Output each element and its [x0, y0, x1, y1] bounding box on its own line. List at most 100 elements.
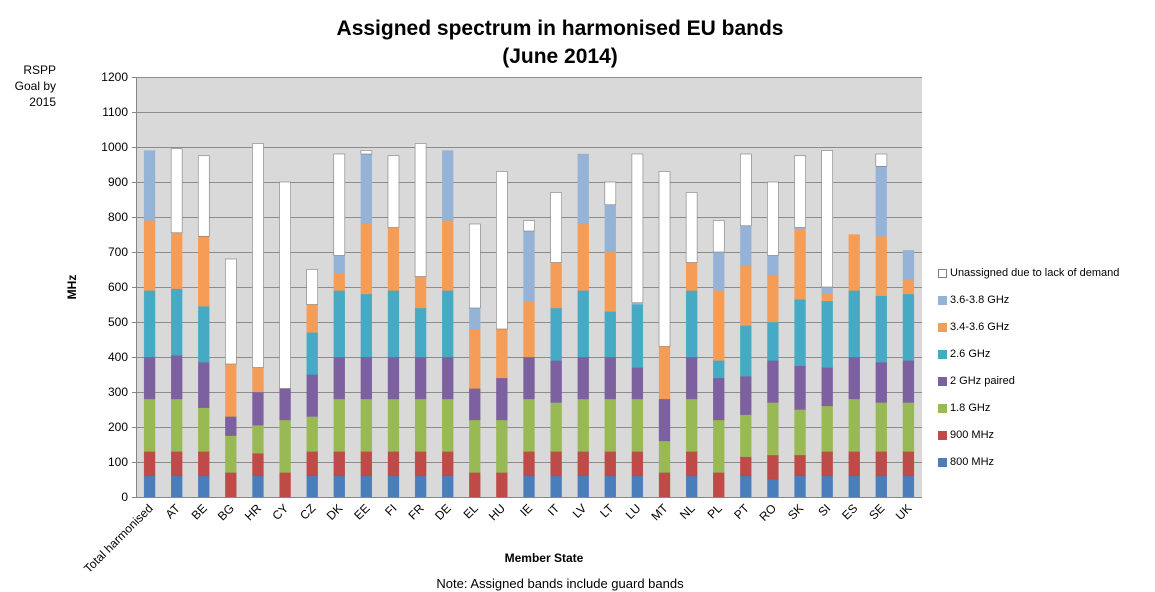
bar-segment [740, 153, 752, 227]
x-tick-label: IT [545, 501, 563, 519]
legend-item: Unassigned due to lack of demand [938, 266, 1119, 293]
bar-segment [496, 171, 508, 330]
bar-segment [631, 398, 644, 452]
bar-segment [252, 453, 264, 477]
bar-segment [794, 299, 806, 366]
bar-segment [740, 325, 752, 377]
bar-segment [713, 472, 725, 498]
bar-segment [767, 274, 779, 323]
x-tick-label: CZ [297, 501, 318, 522]
legend-item: 1.8 GHz [938, 401, 1119, 428]
x-tick-label: DE [432, 501, 454, 523]
bar-segment [577, 451, 589, 477]
bar-segment [143, 356, 156, 400]
legend-swatch [938, 430, 947, 440]
bar-segment [658, 440, 671, 473]
bar-segment [875, 236, 887, 296]
bar-segment [333, 255, 345, 274]
bar-segment [875, 451, 887, 477]
legend-label: 3.6-3.8 GHz [950, 294, 1010, 307]
x-axis-ticks: Total harmonised AT BE BG HR CY CZ DK EE FI FR DE EL… [81, 501, 914, 576]
y-tick-label: 0 [121, 490, 128, 504]
bar-segment [414, 398, 427, 452]
chart-title-line-1: Assigned spectrum in harmonised EU bands [336, 17, 784, 40]
bar-segment [821, 475, 833, 498]
bar-segment [577, 356, 589, 400]
bar-segment [496, 419, 508, 473]
chart-legend: Unassigned due to lack of demand 3.6-3.8 … [938, 266, 1119, 482]
legend-label: 2.6 GHz [950, 348, 991, 361]
bar-segment [414, 356, 427, 400]
bar-segment [658, 171, 671, 347]
chart-title-line-2: (June 2014) [502, 45, 618, 68]
bar-segment [550, 192, 562, 263]
bar-segment [658, 346, 671, 400]
bar-segment [442, 150, 454, 221]
bar-segment [848, 451, 860, 477]
y-tick-label: 700 [108, 245, 128, 259]
x-tick-label: EE [351, 501, 372, 522]
bar-segment [550, 307, 562, 361]
bar-segment [252, 367, 264, 393]
y-tick-label: 100 [108, 455, 128, 469]
bar-segment [171, 288, 183, 356]
bar-segment [767, 360, 779, 403]
x-tick-label: IE [517, 501, 535, 519]
bar-segment [360, 223, 373, 295]
bar-segment [875, 362, 887, 403]
legend-item: 800 MHz [938, 455, 1119, 482]
bar-segment [713, 419, 725, 473]
bar-segment [306, 304, 318, 333]
bar-segment [740, 376, 752, 415]
bar-segment [821, 451, 833, 477]
bar-segment [387, 227, 400, 291]
bar-segment [794, 409, 806, 456]
bar-segment [469, 419, 481, 473]
x-tick-label: LT [597, 501, 617, 521]
bar-segment [333, 272, 345, 291]
bar-segment [442, 290, 454, 358]
bar-segment [848, 398, 860, 452]
x-tick-label: BE [189, 501, 210, 522]
bar-segment [631, 475, 644, 498]
bar-segment [550, 262, 562, 309]
x-tick-label: NL [677, 501, 698, 522]
bar-segment [496, 328, 508, 379]
bar-segment [685, 398, 698, 452]
bar-segment [713, 360, 725, 379]
bar-segment [902, 250, 915, 281]
bar-segment [604, 181, 617, 206]
bar-segment [821, 367, 833, 407]
legend-item: 3.6-3.8 GHz [938, 293, 1119, 320]
bar-segment [225, 435, 237, 473]
x-axis-label: Member State [505, 551, 584, 565]
bar-segment [604, 451, 616, 477]
bar-segment [360, 398, 373, 452]
bar-segment [658, 398, 671, 442]
x-tick-label: HR [242, 501, 264, 523]
bar-segment [685, 356, 698, 400]
legend-label: 800 MHz [950, 456, 995, 469]
y-tick-label: 600 [108, 280, 128, 294]
x-tick-label: Total harmonised [81, 501, 156, 576]
bar-segment [469, 328, 481, 389]
bar-segment [794, 365, 806, 410]
bar-segment [794, 454, 806, 477]
bar-segment [713, 251, 725, 291]
bar-segment [604, 475, 616, 498]
y-tick-label: 200 [108, 420, 128, 434]
x-tick-label: ES [839, 501, 860, 522]
bar-segment [631, 153, 644, 304]
bar-segment [496, 377, 508, 421]
legend-label: 1.8 GHz [950, 402, 991, 415]
bar-segment [577, 223, 589, 291]
bar-segment [306, 269, 318, 305]
bar-segment [685, 262, 698, 291]
bar-segment [604, 398, 616, 452]
bar-segment [577, 398, 589, 452]
x-tick-label: PT [731, 501, 752, 522]
bar-segment [794, 475, 806, 498]
y-tick-label: 800 [108, 210, 128, 224]
bar-segment [469, 388, 481, 421]
bar-segment [604, 356, 616, 400]
